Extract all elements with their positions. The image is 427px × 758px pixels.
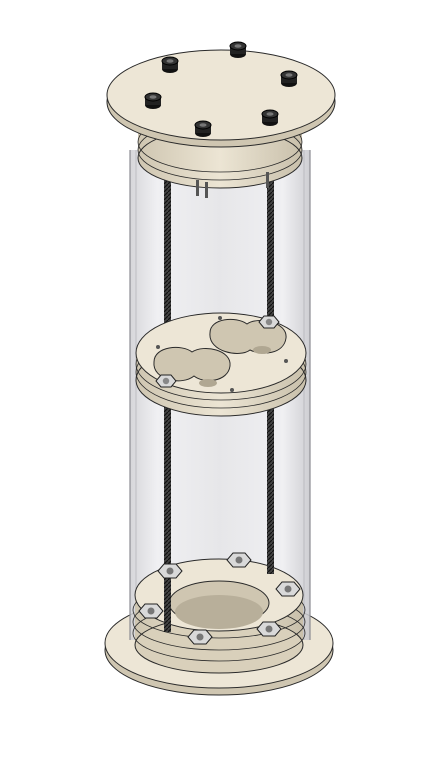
socket-head-bolt-icon (229, 41, 247, 58)
hex-nut-icon (157, 563, 183, 579)
baffle-plate-icon (135, 312, 307, 417)
socket-head-bolt-icon (280, 70, 298, 87)
top-cap-bolts (144, 41, 298, 137)
hex-nut-icon (226, 552, 252, 568)
bottom-ring-stack (132, 558, 306, 674)
socket-head-bolt-icon (261, 109, 279, 126)
socket-head-bolt-icon (194, 120, 212, 137)
hex-nut-icon (187, 629, 213, 645)
hex-nut-icon (275, 581, 301, 597)
hex-nut-icon (256, 621, 282, 637)
bottom-flange-nuts (138, 552, 301, 645)
top-end-cap-icon (106, 49, 336, 148)
socket-head-bolt-icon (144, 92, 162, 109)
socket-head-bolt-icon (161, 56, 179, 73)
hex-nut-icon (138, 603, 164, 619)
